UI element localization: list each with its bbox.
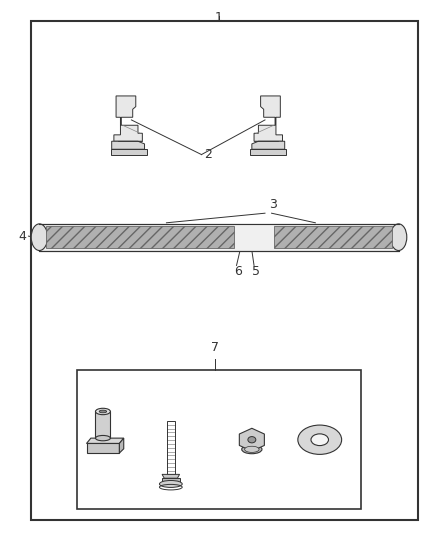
Bar [77,370,361,509]
Ellipse shape [244,446,259,453]
Text: 3: 3 [269,198,277,211]
Ellipse shape [248,437,256,443]
Polygon shape [86,438,124,443]
Text: 1: 1 [215,11,223,23]
Text: 4: 4 [18,230,26,243]
Text: 5: 5 [252,265,260,278]
Polygon shape [250,149,286,155]
Text: 7: 7 [211,342,219,354]
Ellipse shape [159,481,182,487]
Polygon shape [119,438,124,453]
Text: 2: 2 [204,148,212,161]
Polygon shape [112,141,145,149]
Bar [31,21,418,520]
Ellipse shape [31,224,48,251]
Bar [234,225,274,249]
Ellipse shape [99,410,106,413]
Ellipse shape [95,435,110,441]
Ellipse shape [298,425,342,454]
Text: 6: 6 [234,265,242,278]
Polygon shape [86,443,119,453]
Polygon shape [239,429,265,451]
Polygon shape [114,96,142,141]
Ellipse shape [311,434,328,446]
Polygon shape [162,474,180,478]
Polygon shape [111,149,147,155]
Polygon shape [252,141,285,149]
Bar [46,226,234,248]
Polygon shape [162,478,180,484]
Bar [39,224,399,251]
Ellipse shape [95,408,110,415]
Ellipse shape [390,224,407,251]
Polygon shape [254,96,283,141]
Bar [95,411,110,438]
Bar [167,421,175,474]
Ellipse shape [242,445,262,454]
Bar [274,226,392,248]
